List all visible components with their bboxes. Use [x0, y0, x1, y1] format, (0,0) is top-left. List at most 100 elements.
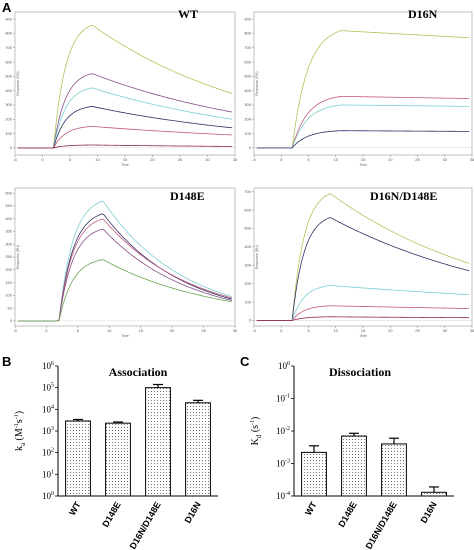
sensorgram-curve [17, 106, 233, 149]
y-tick-label: 10-4 [276, 491, 290, 501]
x-tick-label: 30 [443, 157, 448, 162]
y-tick-label: 10-3 [276, 459, 290, 469]
sensorgram-curve [256, 130, 470, 149]
y-tick-label: 100 [5, 293, 12, 298]
x-tick-label: 5 [307, 157, 310, 162]
sensorgram-d16n: D16N -5 0 5 10 15 20 25 30 35 0 100 200 300 400 500 600 7… [244, 7, 474, 167]
y-tick-label: 200 [244, 281, 251, 286]
y-axis-label: Kd (s-1) [250, 417, 263, 446]
sensorgram-curve [17, 144, 233, 149]
x-tick-label: -5 [13, 328, 17, 333]
y-tick-label: 104 [42, 404, 54, 414]
x-tick-label: 5 [69, 157, 72, 162]
y-tick-label: 50 [8, 305, 13, 310]
y-tick-label: 500 [244, 226, 251, 231]
x-tick-label: 20 [388, 157, 393, 162]
bar [65, 420, 91, 497]
y-tick-label: 800 [5, 31, 12, 36]
sensorgram-frame [14, 187, 236, 327]
x-tick-label: 0 [280, 157, 283, 162]
bar [185, 402, 211, 497]
bar [105, 422, 131, 497]
bar-chart-title: Dissociation [329, 365, 391, 379]
y-tick-label: 500 [5, 74, 12, 79]
x-tick-label: -5 [13, 157, 17, 162]
category-label: D16N [419, 500, 439, 525]
x-tick-label: 10 [95, 157, 100, 162]
y-tick-label: 105 [42, 383, 54, 393]
sensorgram-curve [256, 95, 470, 149]
y-tick-label: 450 [5, 203, 12, 208]
y-tick-label: 0 [249, 145, 252, 150]
x-axis-label: Time [359, 163, 367, 167]
y-tick-label: 0 [10, 318, 13, 323]
bar [301, 451, 327, 497]
y-tick-label: 600 [244, 59, 251, 64]
y-tick-label: 300 [244, 262, 251, 267]
x-tick-label: 35 [470, 328, 474, 333]
y-axis-label: Response (RU) [16, 71, 20, 95]
sensorgram-curve [256, 305, 470, 321]
sensorgram-curve [17, 87, 233, 149]
x-tick-label: 35 [233, 157, 238, 162]
y-tick-label: 600 [5, 59, 12, 64]
x-tick-label: 30 [205, 157, 210, 162]
panel-label-c: C [240, 354, 250, 369]
panel-label-b: B [2, 354, 11, 369]
y-tick-label: 700 [244, 45, 251, 50]
bar [341, 435, 367, 497]
y-tick-label: 100 [244, 131, 251, 136]
sensorgram-curve [18, 259, 232, 322]
y-tick-label: 800 [244, 31, 251, 36]
bar [381, 443, 407, 497]
sensorgram-curve [256, 104, 470, 149]
sensorgram-d148e: D148E-5 0 5 10 15 20 25 30050100150200250300350… [5, 187, 238, 338]
x-tick-label: 0 [45, 328, 48, 333]
y-axis-label: Response (RU) [16, 245, 20, 269]
x-tick-label: 10 [334, 157, 339, 162]
x-tick-label: 0 [280, 328, 283, 333]
x-tick-label: 35 [470, 157, 474, 162]
x-tick-label: 20 [388, 328, 393, 333]
y-tick-label: 250 [5, 254, 12, 259]
y-tick-label: 200 [244, 116, 251, 121]
bar-chart-title: Association [109, 365, 168, 379]
y-tick-label: 101 [42, 469, 54, 479]
y-tick-label: 102 [42, 448, 54, 458]
y-tick-label: 10-1 [276, 394, 290, 404]
y-tick-label: 10-2 [276, 426, 290, 436]
y-tick-label: 700 [244, 189, 251, 194]
x-tick-label: 20 [170, 328, 175, 333]
y-tick-label: 0 [10, 145, 13, 150]
sensorgram-title: D16N/D148E [370, 189, 437, 203]
sensorgram-d16n-d148e: D16N/D148E-5 0 5 10 15 20 25 30 3501002003004005… [244, 187, 474, 338]
y-tick-label: 300 [5, 102, 12, 107]
y-tick-label: 106 [42, 361, 54, 371]
x-tick-label: -5 [252, 328, 256, 333]
y-tick-label: 350 [5, 229, 12, 234]
sensorgram-title: WT [178, 7, 198, 21]
category-label: WT [303, 500, 319, 518]
y-tick-label: 100 [244, 299, 251, 304]
bar [145, 387, 171, 497]
y-axis-label: Response (RU) [255, 71, 259, 95]
y-tick-label: 200 [5, 267, 12, 272]
y-axis-label: ka (M-1s-1) [14, 411, 27, 451]
y-tick-label: 700 [5, 45, 12, 50]
sensorgram-frame [253, 187, 473, 327]
sensorgram-curve [18, 228, 232, 322]
y-tick-label: 500 [5, 190, 12, 195]
x-tick-label: 15 [123, 157, 128, 162]
sensorgram-wt: WT -5 0 5 10 15 20 25 30 35 0 100 200 300 400 500 600 700… [5, 7, 238, 167]
sensorgram-title: D16N [408, 7, 438, 21]
y-tick-label: 900 [5, 16, 12, 21]
y-tick-label: 400 [244, 88, 251, 93]
category-label: D16N/D148E [364, 500, 399, 550]
category-label: D148E [336, 500, 358, 529]
y-tick-label: 150 [5, 280, 12, 285]
x-axis-label: Time [359, 334, 367, 338]
x-tick-label: 30 [233, 328, 238, 333]
y-axis-label: Response (RU) [255, 245, 259, 269]
sensorgram-curve [256, 316, 470, 321]
